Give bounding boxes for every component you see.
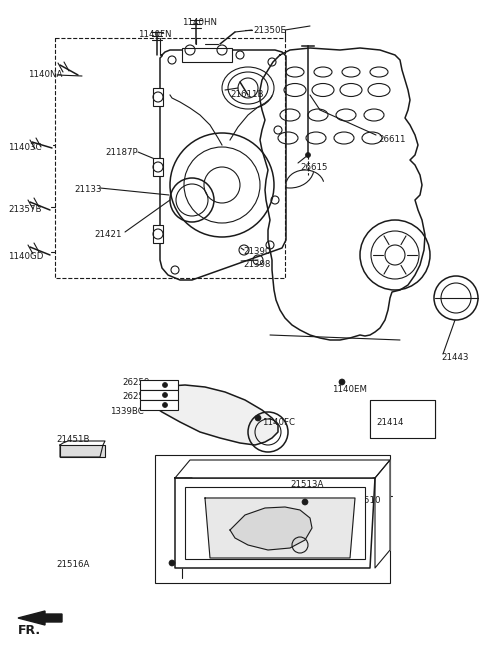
Polygon shape xyxy=(260,48,425,340)
Bar xyxy=(140,390,178,400)
Circle shape xyxy=(305,153,311,158)
Text: 21451B: 21451B xyxy=(56,435,89,444)
Bar xyxy=(155,455,390,583)
Circle shape xyxy=(163,402,168,408)
Text: 21398: 21398 xyxy=(243,260,270,269)
Text: 21133: 21133 xyxy=(74,185,101,194)
Text: 11403C: 11403C xyxy=(8,143,41,152)
Circle shape xyxy=(302,499,308,505)
Text: 1140FN: 1140FN xyxy=(138,30,172,39)
Bar xyxy=(60,445,105,457)
Text: 26259: 26259 xyxy=(122,378,149,387)
Bar xyxy=(140,400,178,410)
Circle shape xyxy=(339,379,345,385)
Polygon shape xyxy=(230,507,312,550)
Circle shape xyxy=(255,415,261,421)
Text: 21513A: 21513A xyxy=(290,480,324,489)
Text: 26615: 26615 xyxy=(300,163,327,172)
Polygon shape xyxy=(175,478,375,568)
Text: 1140EM: 1140EM xyxy=(332,385,367,394)
Polygon shape xyxy=(192,466,372,476)
Bar xyxy=(55,38,285,278)
Bar xyxy=(153,158,163,176)
Text: 1140NA: 1140NA xyxy=(28,70,62,79)
Circle shape xyxy=(169,560,175,566)
Bar xyxy=(153,225,163,243)
Text: 21421: 21421 xyxy=(94,230,121,239)
Polygon shape xyxy=(145,385,278,445)
Text: 26611: 26611 xyxy=(378,135,406,144)
Circle shape xyxy=(163,383,168,387)
Bar xyxy=(182,48,232,62)
Text: 1140FC: 1140FC xyxy=(262,418,295,427)
Text: 21611B: 21611B xyxy=(230,90,264,99)
Text: 21414: 21414 xyxy=(376,418,404,427)
Text: 1339BC: 1339BC xyxy=(110,407,144,416)
Text: 21350E: 21350E xyxy=(253,26,286,35)
Polygon shape xyxy=(18,611,62,625)
Text: 21512: 21512 xyxy=(290,498,317,507)
Circle shape xyxy=(163,393,168,398)
Text: 21187P: 21187P xyxy=(105,148,138,157)
Bar xyxy=(153,88,163,106)
Text: 21443: 21443 xyxy=(441,353,468,362)
Polygon shape xyxy=(175,460,390,478)
Bar xyxy=(370,400,435,438)
Text: 21510: 21510 xyxy=(353,496,381,505)
Text: 21516A: 21516A xyxy=(56,560,89,569)
Bar xyxy=(185,487,365,559)
Text: 21390: 21390 xyxy=(243,247,270,256)
Polygon shape xyxy=(205,498,355,558)
Text: 21357B: 21357B xyxy=(8,205,41,214)
Bar xyxy=(140,380,178,390)
Text: 1140HN: 1140HN xyxy=(182,18,217,27)
Polygon shape xyxy=(375,460,390,568)
Text: FR.: FR. xyxy=(18,624,41,637)
Text: 1140GD: 1140GD xyxy=(8,252,43,261)
Text: 26250: 26250 xyxy=(122,392,149,401)
